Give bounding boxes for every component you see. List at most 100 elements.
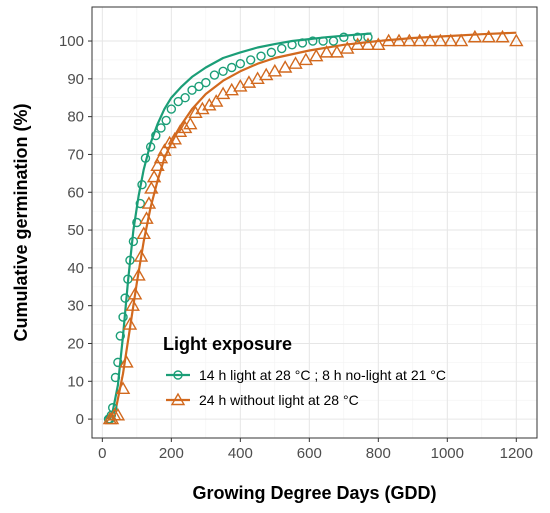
point-series-1: [187, 85, 197, 95]
point-series-1: [277, 43, 287, 54]
point-series-1: [227, 62, 237, 73]
legend-title: Light exposure: [163, 334, 292, 354]
point-series-2: [157, 143, 172, 156]
point-series-2: [172, 124, 188, 137]
y-tick-label: 30: [67, 298, 84, 315]
point-series-2: [110, 407, 126, 421]
x-tick-label: 0: [98, 445, 106, 462]
y-tick-label: 90: [67, 71, 84, 88]
point-series-1: [140, 153, 151, 163]
point-series-1: [297, 38, 308, 48]
y-tick-label: 60: [67, 184, 84, 201]
y-tick-label: 0: [76, 411, 84, 428]
point-series-1: [135, 198, 145, 209]
point-series-1: [123, 274, 133, 284]
point-series-1: [328, 36, 339, 46]
point-series-1: [194, 81, 204, 92]
y-tick-label: 10: [67, 373, 84, 390]
point-series-1: [218, 66, 228, 76]
point-series-2: [267, 63, 283, 77]
point-series-1: [339, 32, 349, 42]
point-series-1: [245, 55, 256, 65]
point-series-2: [144, 181, 159, 194]
point-series-2: [115, 381, 131, 395]
x-tick-label: 1000: [431, 445, 464, 462]
tick-labels: 0 200 400 600 800 1000 1200 0 10 20 30 40 50 60 70 80 90…: [59, 33, 533, 462]
point-series-2: [150, 158, 165, 171]
point-series-2: [125, 298, 140, 311]
point-series-2: [288, 56, 303, 69]
point-series-2: [133, 249, 149, 262]
point-series-2: [481, 29, 496, 43]
point-series-2: [195, 101, 210, 115]
x-tick-label: 1200: [500, 445, 533, 462]
point-series-1: [308, 36, 318, 46]
point-series-2: [340, 41, 355, 54]
point-series-2: [122, 317, 138, 330]
point-series-2: [162, 135, 177, 149]
point-series-2: [146, 169, 162, 183]
x-tick-label: 200: [159, 445, 184, 462]
point-series-1: [110, 372, 121, 383]
point-series-1: [161, 115, 171, 126]
point-series-2: [202, 97, 217, 111]
legend-key-marker: [173, 370, 183, 380]
point-series-2: [136, 226, 151, 240]
point-series-2: [391, 33, 407, 47]
y-tick-label: 40: [67, 260, 84, 277]
grid: [92, 7, 537, 438]
point-series-2: [167, 131, 182, 145]
point-series-1: [113, 357, 123, 368]
y-tick-label: 20: [67, 335, 84, 352]
point-series-1: [256, 51, 266, 61]
point-series-2: [433, 33, 448, 47]
point-series-1: [115, 331, 125, 341]
point-series-2: [350, 37, 365, 51]
legend: Light exposure 14 h light at 28 °C ; 8 h…: [163, 334, 446, 408]
point-series-1: [209, 70, 220, 80]
legend-key-series-2: [166, 392, 190, 406]
point-series-2: [183, 116, 198, 130]
point-series-2: [453, 33, 469, 47]
fit-curve-series-1: [106, 32, 372, 420]
x-axis-title: Growing Degree Days (GDD): [192, 483, 436, 503]
point-series-1: [266, 47, 277, 58]
x-tick-label: 600: [297, 445, 322, 462]
point-series-2: [208, 94, 224, 107]
point-series-2: [131, 268, 146, 281]
point-series-2: [277, 60, 293, 73]
point-series-2: [509, 33, 524, 47]
point-series-2: [188, 105, 203, 119]
point-series-2: [298, 52, 314, 66]
y-tick-label: 70: [67, 146, 84, 163]
point-series-1: [363, 32, 373, 42]
point-series-2: [127, 286, 143, 300]
legend-key-series-1: [166, 370, 190, 380]
point-series-2: [381, 33, 396, 47]
y-axis-title: Cumulative germination (%): [11, 103, 31, 341]
point-series-1: [128, 236, 139, 247]
point-series-2: [329, 44, 345, 58]
point-series-2: [141, 196, 157, 209]
plot-border: [91, 6, 538, 439]
point-series-2: [119, 354, 134, 368]
point-series-1: [125, 255, 135, 266]
point-series-2: [360, 37, 376, 51]
point-series-2: [467, 29, 483, 43]
y-tick-label: 80: [67, 109, 84, 126]
point-series-1: [318, 36, 328, 46]
point-series-2: [319, 44, 334, 58]
point-series-1: [151, 130, 161, 141]
point-series-1: [166, 104, 177, 114]
point-series-1: [201, 77, 211, 88]
point-series-2: [153, 150, 169, 164]
point-series-1: [145, 142, 156, 152]
point-series-2: [422, 33, 438, 47]
point-series-1: [173, 96, 183, 107]
point-series-1: [156, 123, 166, 133]
y-tick-label: 50: [67, 222, 84, 239]
x-tick-label: 400: [228, 445, 253, 462]
data-points: [102, 29, 524, 425]
point-series-2: [412, 33, 427, 47]
